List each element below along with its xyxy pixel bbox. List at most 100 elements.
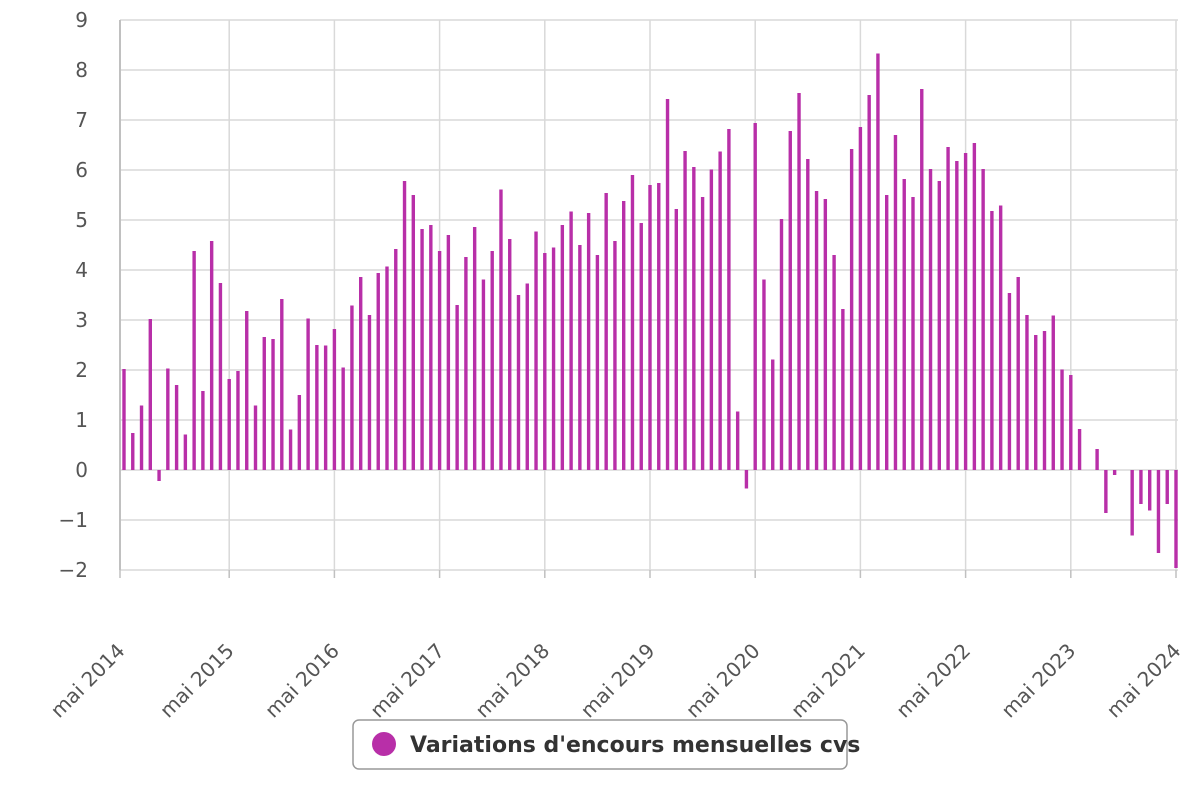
bar[interactable]: [394, 249, 398, 470]
bar[interactable]: [700, 197, 705, 470]
bar[interactable]: [1060, 369, 1064, 471]
bar[interactable]: [402, 181, 407, 470]
bar[interactable]: [157, 470, 161, 481]
bar[interactable]: [350, 305, 354, 471]
bar[interactable]: [209, 241, 214, 470]
bar[interactable]: [735, 411, 740, 471]
bar[interactable]: [920, 89, 924, 470]
bar[interactable]: [595, 255, 600, 470]
bar[interactable]: [385, 266, 389, 471]
bar[interactable]: [1156, 470, 1161, 553]
bar[interactable]: [359, 277, 363, 470]
bar[interactable]: [516, 295, 521, 470]
bar[interactable]: [665, 99, 670, 470]
bar[interactable]: [472, 227, 477, 470]
bar[interactable]: [543, 253, 547, 470]
bar[interactable]: [227, 379, 231, 470]
bar[interactable]: [192, 251, 196, 470]
bar[interactable]: [245, 311, 249, 470]
bar[interactable]: [446, 235, 451, 470]
legend[interactable]: Variations d'encours mensuelles cvs: [352, 719, 860, 770]
bar[interactable]: [1174, 470, 1178, 568]
bar[interactable]: [893, 135, 898, 470]
bar[interactable]: [972, 143, 977, 470]
bar[interactable]: [753, 123, 757, 470]
bar[interactable]: [683, 151, 687, 470]
bar[interactable]: [297, 395, 302, 470]
bar[interactable]: [490, 251, 494, 470]
bar[interactable]: [762, 279, 766, 471]
bar[interactable]: [841, 309, 845, 470]
bar[interactable]: [166, 368, 170, 471]
bar[interactable]: [201, 391, 205, 470]
bar[interactable]: [236, 371, 240, 470]
bar[interactable]: [911, 197, 915, 470]
bar[interactable]: [437, 251, 442, 470]
bar[interactable]: [639, 223, 643, 470]
bar[interactable]: [1025, 315, 1029, 470]
bar[interactable]: [1148, 470, 1152, 511]
bar[interactable]: [499, 189, 503, 471]
bar[interactable]: [744, 470, 749, 489]
bar[interactable]: [280, 299, 284, 470]
bar[interactable]: [1077, 429, 1082, 470]
bar[interactable]: [849, 149, 854, 470]
bar[interactable]: [858, 127, 863, 470]
bar[interactable]: [1112, 470, 1117, 475]
bar[interactable]: [1007, 293, 1012, 470]
bar[interactable]: [867, 95, 871, 470]
bar[interactable]: [1034, 335, 1038, 470]
bar[interactable]: [411, 195, 415, 470]
bar[interactable]: [534, 231, 538, 471]
bar[interactable]: [508, 239, 512, 470]
bar[interactable]: [218, 283, 223, 470]
bar[interactable]: [946, 147, 950, 470]
bar[interactable]: [622, 201, 626, 470]
bar[interactable]: [288, 429, 293, 471]
bar[interactable]: [779, 219, 784, 470]
bar[interactable]: [902, 179, 906, 470]
bar[interactable]: [253, 405, 258, 471]
bar[interactable]: [1016, 277, 1020, 470]
bar[interactable]: [306, 318, 310, 471]
bar[interactable]: [131, 433, 135, 470]
bar[interactable]: [797, 93, 801, 470]
bar[interactable]: [315, 345, 319, 470]
bar[interactable]: [1165, 470, 1169, 504]
bar[interactable]: [806, 159, 810, 470]
bar[interactable]: [586, 213, 591, 470]
bar[interactable]: [657, 183, 661, 470]
bar[interactable]: [122, 369, 126, 470]
bar[interactable]: [455, 305, 459, 470]
bar[interactable]: [139, 405, 144, 471]
bar[interactable]: [876, 53, 880, 471]
bar[interactable]: [823, 199, 828, 470]
bar[interactable]: [1069, 375, 1073, 470]
bar[interactable]: [1130, 470, 1134, 536]
bar[interactable]: [937, 181, 941, 470]
bar[interactable]: [674, 209, 678, 470]
bar[interactable]: [771, 359, 775, 471]
bar[interactable]: [569, 211, 573, 471]
bar[interactable]: [578, 245, 582, 470]
bar[interactable]: [332, 329, 337, 470]
bar[interactable]: [174, 385, 179, 470]
bar[interactable]: [1051, 315, 1055, 471]
bar[interactable]: [1042, 331, 1047, 470]
bar[interactable]: [464, 257, 468, 470]
bar[interactable]: [551, 247, 556, 471]
bar[interactable]: [429, 225, 433, 470]
bar[interactable]: [1139, 470, 1143, 504]
bar[interactable]: [814, 191, 819, 470]
bar[interactable]: [560, 225, 565, 470]
bar[interactable]: [832, 255, 836, 470]
bar[interactable]: [183, 434, 188, 471]
bar[interactable]: [648, 185, 652, 470]
bar[interactable]: [718, 151, 722, 471]
bar[interactable]: [604, 193, 608, 470]
bar[interactable]: [367, 315, 372, 470]
bar[interactable]: [630, 175, 635, 470]
bar[interactable]: [1095, 449, 1099, 470]
bar[interactable]: [323, 345, 328, 471]
bar[interactable]: [981, 169, 985, 470]
